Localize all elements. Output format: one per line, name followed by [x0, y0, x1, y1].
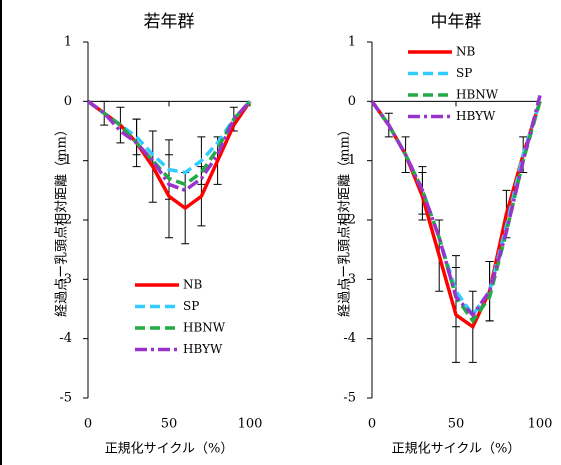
- y-tick-label: 1: [64, 35, 72, 50]
- y-tick-label: 0: [64, 94, 72, 109]
- chart-title: 中年群: [431, 12, 482, 32]
- legend-label: HBNW: [456, 88, 499, 102]
- y-tick-label: -5: [59, 391, 72, 406]
- y-tick-label: -1: [59, 153, 72, 168]
- y-tick-label: -4: [343, 331, 356, 346]
- series-line: [86, 99, 252, 193]
- legend-label: NB: [183, 278, 203, 292]
- y-tick-label: -1: [343, 153, 356, 168]
- y-tick-label: -3: [59, 272, 72, 287]
- legend-label: HBYW: [456, 109, 496, 123]
- legend-label: SP: [183, 299, 199, 313]
- legend-label: NB: [456, 45, 476, 59]
- y-tick-label: -3: [343, 272, 356, 287]
- legend-label: HBNW: [183, 321, 226, 335]
- y-axis-label: 経過点ー乳頭点相対距離（mm）: [338, 123, 353, 317]
- x-tick-label: 50: [161, 417, 178, 432]
- y-tick-label: 1: [348, 35, 356, 50]
- x-tick-label: 100: [238, 417, 263, 432]
- x-tick-label: 0: [84, 417, 92, 432]
- y-tick-label: 2: [64, 213, 72, 228]
- y-tick-label: -2: [343, 213, 356, 228]
- y-tick-label: -4: [59, 331, 72, 346]
- chart-title: 若年群: [144, 12, 195, 32]
- x-tick-label: 0: [368, 417, 376, 432]
- series-line: [86, 99, 252, 187]
- y-axis-label: 経過点ー乳頭点相対距離（mm）: [55, 123, 70, 317]
- x-axis-label: 正規化サイクル（%）: [105, 442, 234, 457]
- x-tick-label: 50: [448, 417, 465, 432]
- x-tick-label: 100: [528, 417, 553, 432]
- legend-label: HBYW: [183, 342, 223, 356]
- x-axis-label: 正規化サイクル（%）: [392, 442, 521, 457]
- series-line: [370, 94, 542, 318]
- y-tick-label: -5: [343, 391, 356, 406]
- y-tick-label: 0: [348, 94, 356, 109]
- legend-label: SP: [456, 66, 472, 80]
